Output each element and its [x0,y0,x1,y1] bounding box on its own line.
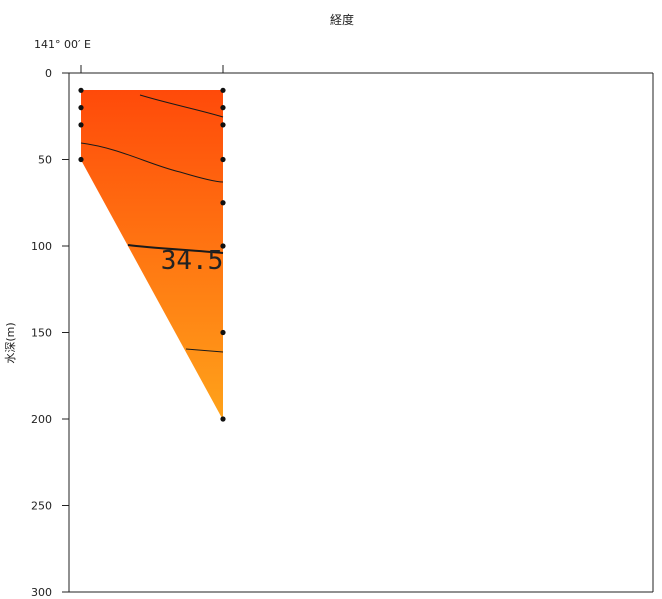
sample-point [220,243,226,249]
y-tick-label: 50 [38,154,52,167]
contour-value-label: 34.5 [161,246,224,276]
contour-line [185,348,224,353]
y-tick-label: 150 [31,327,52,340]
top-axis-title: 経度 [330,12,354,27]
contour-lines [80,94,224,353]
sample-point [220,329,226,336]
y-axis-title: 水深(m) [4,322,17,363]
salinity-fill [81,90,223,420]
sample-point [220,87,226,93]
y-ticks: 0 50 100 150 200 250 300 [31,67,69,599]
sample-point [220,156,226,163]
y-tick-label: 100 [31,240,52,253]
sample-point [220,416,226,422]
sample-point [78,122,84,128]
sample-point [78,105,84,111]
sample-point [220,200,226,206]
contour-labels: 34.5 [161,246,224,276]
y-tick-label: 300 [31,586,52,599]
sample-point [78,156,84,163]
y-tick-label: 0 [45,67,52,80]
longitude-label: 141° 00′ E [34,38,91,51]
y-tick-label: 250 [31,500,52,513]
y-tick-label: 200 [31,413,52,426]
contour-line [80,142,224,183]
station-points [78,87,226,422]
contour-line [139,94,224,118]
sample-point [78,87,84,93]
contour-line [127,244,224,254]
sample-point [220,122,226,128]
sample-point [220,105,226,111]
